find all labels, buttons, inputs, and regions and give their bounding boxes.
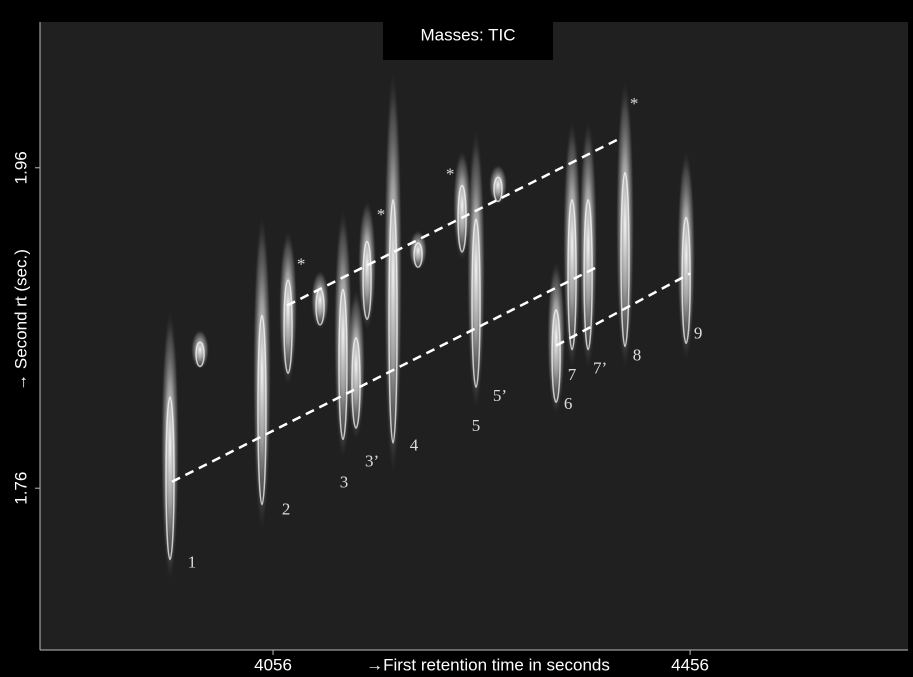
peak (616, 79, 635, 370)
trend-line (555, 272, 691, 347)
peak-halo (563, 119, 582, 370)
peak-halo (467, 129, 486, 410)
peak-halo (453, 150, 472, 261)
peak-label: * (377, 205, 386, 224)
peak-label: 8 (633, 346, 642, 365)
peak-halo (579, 119, 598, 370)
peak (384, 70, 403, 476)
peak-core (567, 198, 577, 351)
trend-line (286, 136, 623, 307)
peak-label: 7 (568, 365, 577, 384)
peak (311, 270, 330, 330)
peak-halo (358, 199, 377, 330)
peak-core (283, 279, 293, 374)
peak-core (195, 341, 205, 368)
peak-label: 1 (188, 552, 197, 571)
peak-core (362, 240, 372, 320)
peak-label: 4 (410, 435, 419, 454)
peak (347, 289, 366, 441)
chart-title: Masses: TIC (420, 25, 515, 44)
peak-halo (547, 260, 566, 415)
peak (191, 329, 210, 370)
peak-core (493, 176, 503, 203)
peak (579, 119, 598, 370)
peak-core (551, 309, 561, 403)
peak-core (471, 218, 481, 389)
y-tick-label: 1.96 (11, 151, 30, 184)
peak-halo (616, 79, 635, 370)
peak (279, 230, 298, 386)
peak-core (681, 216, 691, 344)
peak (409, 230, 428, 271)
peak-halo (489, 164, 508, 205)
peak (453, 150, 472, 261)
peak-core (351, 336, 361, 429)
peak-core (620, 171, 630, 348)
peak-label: 3’ (365, 451, 379, 470)
peak-halo (384, 70, 403, 476)
peak-halo (191, 329, 210, 370)
peak-label: 9 (694, 323, 703, 342)
peak-label: 2 (282, 500, 291, 519)
peak-label: 3 (340, 472, 349, 491)
peak-halo (347, 289, 366, 441)
x-tick-label: 4456 (671, 655, 709, 674)
trend-line (171, 264, 601, 483)
peak-halo (409, 230, 428, 271)
peak-core (583, 198, 593, 351)
peak-core (413, 242, 423, 268)
peak-halo (161, 310, 180, 582)
x-tick-label: 4056 (254, 655, 292, 674)
peak-label: 6 (564, 394, 573, 413)
peak-core (338, 288, 348, 441)
peak-label: * (297, 254, 306, 273)
y-tick-label: 1.76 (11, 472, 30, 505)
peak-core (457, 184, 467, 253)
peak-core (388, 199, 398, 444)
peak-label: * (630, 94, 639, 113)
peak-halo (311, 270, 330, 330)
peak-label: 5’ (493, 386, 507, 405)
peak (563, 119, 582, 370)
x-axis-label: →First retention time in seconds (366, 655, 610, 674)
peak-label: 5 (472, 416, 481, 435)
title-box (383, 22, 553, 60)
peak-halo (252, 214, 271, 530)
peak-label: * (446, 165, 455, 184)
peak-halo (677, 150, 696, 361)
peak (161, 310, 180, 582)
peak (489, 164, 508, 205)
peak (677, 150, 696, 361)
peak (252, 214, 271, 530)
peak (358, 199, 377, 330)
peak-halo (279, 230, 298, 386)
peak-core (257, 314, 267, 506)
y-axis-label: → Second rt (sec.) (11, 249, 30, 391)
peak-label: 7’ (593, 359, 607, 378)
peak (547, 260, 566, 415)
peak-core (165, 396, 175, 561)
peak (467, 129, 486, 410)
